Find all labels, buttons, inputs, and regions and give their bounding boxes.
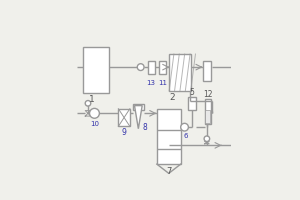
Bar (157, 109, 181, 164)
Bar (205, 110, 210, 123)
Text: 5: 5 (190, 88, 195, 97)
Text: 9: 9 (122, 128, 127, 137)
Bar (169, 54, 191, 91)
Bar (203, 61, 212, 81)
Circle shape (137, 64, 144, 71)
Text: 7: 7 (166, 167, 172, 176)
Polygon shape (134, 106, 142, 129)
Circle shape (89, 108, 99, 118)
Text: 11: 11 (158, 80, 167, 86)
Bar (83, 47, 109, 93)
Text: 1: 1 (89, 95, 95, 104)
Bar (188, 97, 196, 110)
Bar (205, 99, 211, 124)
Bar (133, 104, 144, 110)
Text: 13: 13 (147, 80, 156, 86)
Bar (148, 61, 154, 74)
Text: 6: 6 (184, 133, 188, 139)
Text: 8: 8 (143, 123, 148, 132)
Text: 12: 12 (203, 90, 212, 99)
Text: 2: 2 (169, 93, 175, 102)
Circle shape (181, 123, 188, 131)
Circle shape (204, 136, 210, 142)
Text: 10: 10 (90, 121, 99, 127)
Bar (118, 109, 130, 126)
Bar (159, 61, 166, 74)
Circle shape (85, 101, 91, 106)
